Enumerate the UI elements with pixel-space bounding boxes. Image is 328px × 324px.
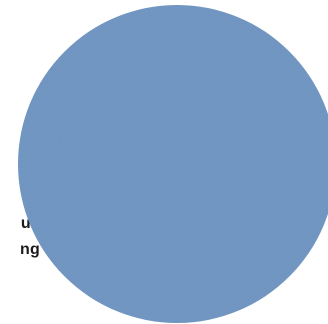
color-swatch-circle [18, 5, 328, 323]
swatch-color-fill [18, 5, 328, 323]
swatch-fill [18, 5, 328, 323]
swatch-caption-line-2: ng [20, 241, 40, 258]
